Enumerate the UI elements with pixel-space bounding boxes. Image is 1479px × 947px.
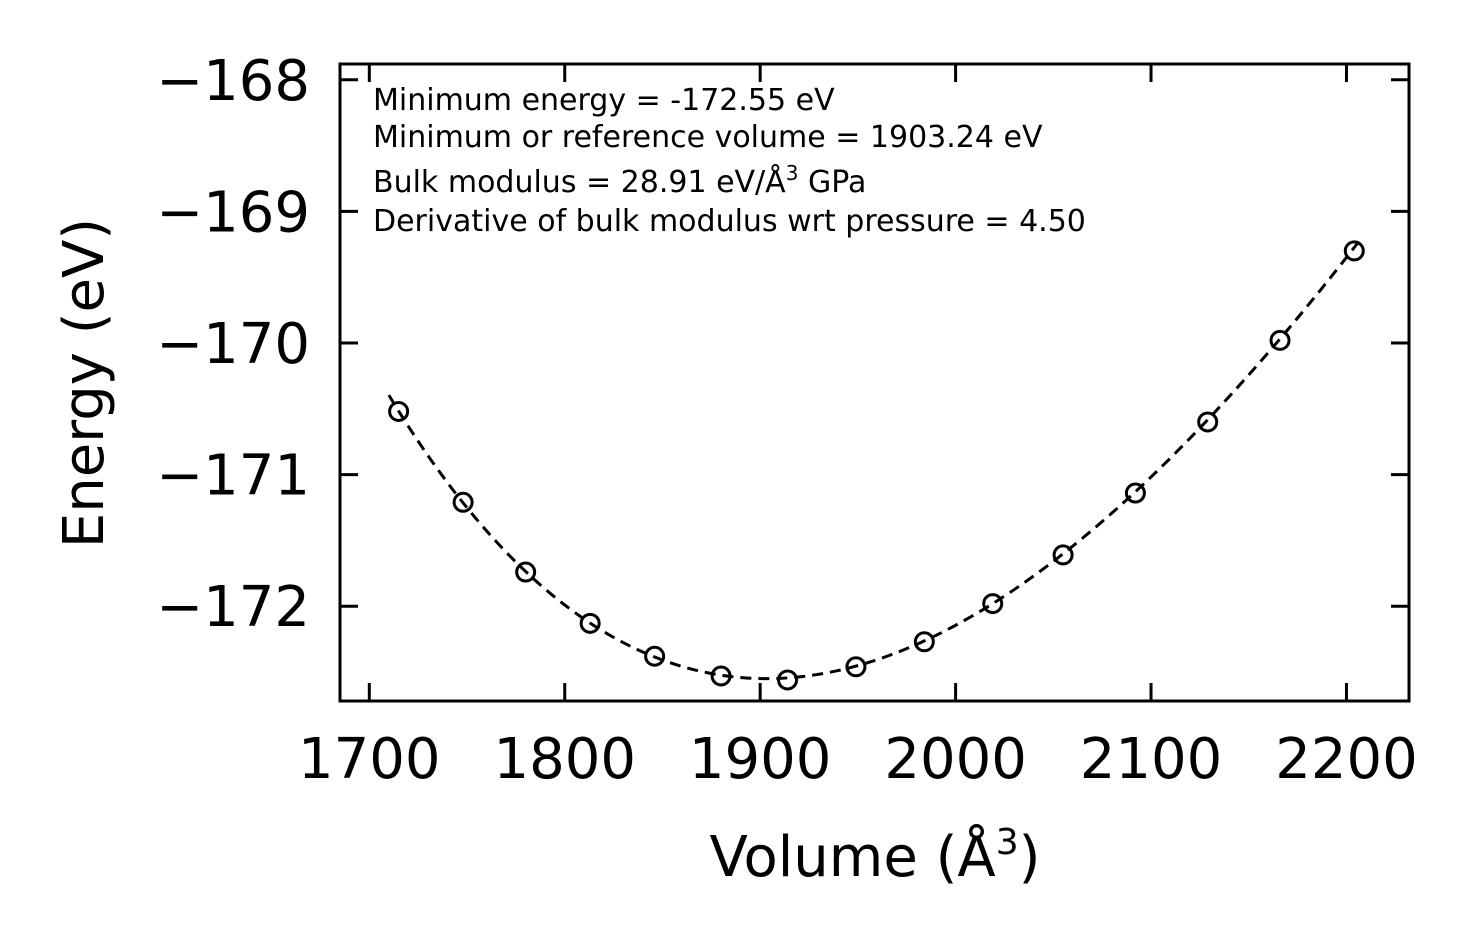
x-tick-label: 1800 xyxy=(493,727,636,792)
data-point xyxy=(452,491,474,513)
data-point xyxy=(388,400,410,422)
x-axis-label-superscript: 3 xyxy=(996,822,1019,863)
x-tick-label: 1900 xyxy=(689,727,832,792)
data-point xyxy=(644,645,666,667)
data-point xyxy=(982,593,1004,615)
data-point xyxy=(579,612,601,634)
data-point xyxy=(1052,544,1074,566)
data-point xyxy=(1269,329,1291,351)
data-point xyxy=(1197,411,1219,433)
data-point xyxy=(515,561,537,583)
y-tick-label: −170 xyxy=(156,312,310,377)
axis-ticks: 1700 1800 1900 2000 2100 2200 −168 −169 −170 −171… xyxy=(156,49,1418,792)
x-axis-label-text: Volume (Å xyxy=(710,824,996,890)
y-tick-label: −172 xyxy=(156,575,310,640)
y-axis-label: Energy (eV) xyxy=(52,218,117,548)
data-point xyxy=(710,665,732,687)
x-tick-label: 2000 xyxy=(884,727,1027,792)
annotation-bulk-modulus-derivative: Derivative of bulk modulus wrt pressure … xyxy=(373,204,1086,239)
data-point xyxy=(777,669,799,691)
annotation-ref-volume: Minimum or reference volume = 1903.24 eV xyxy=(373,120,1043,155)
x-axis-label-close: ) xyxy=(1019,825,1041,890)
data-point xyxy=(913,631,935,653)
data-points xyxy=(388,240,1365,691)
fit-curve xyxy=(387,238,1362,681)
annotation-min-energy: Minimum energy = -172.55 eV xyxy=(373,83,835,118)
annotation-bulk-modulus-unit: GPa xyxy=(798,165,866,200)
x-tick-label: 2100 xyxy=(1080,727,1223,792)
y-tick-label: −171 xyxy=(156,444,310,509)
data-point xyxy=(845,656,867,678)
x-tick-label: 1700 xyxy=(298,727,441,792)
x-axis-label: Volume (Å3) xyxy=(710,822,1041,890)
y-tick-label: −169 xyxy=(156,180,310,245)
plot-frame xyxy=(338,62,1411,703)
annotation-bulk-modulus-superscript: 3 xyxy=(786,161,799,185)
y-tick-label: −168 xyxy=(156,49,310,114)
data-point xyxy=(1124,482,1146,504)
annotation-bulk-modulus-text: Bulk modulus = 28.91 eV/Å xyxy=(373,164,786,200)
annotation-bulk-modulus: Bulk modulus = 28.91 eV/Å3 GPa xyxy=(373,161,866,200)
data-point xyxy=(1343,240,1365,262)
x-tick-label: 2200 xyxy=(1275,727,1418,792)
